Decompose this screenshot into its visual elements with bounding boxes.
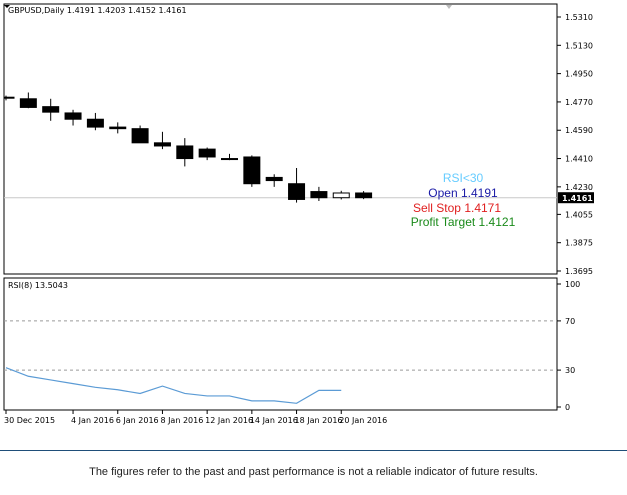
x-axis-label: 18 Jan 2016 bbox=[295, 416, 343, 425]
candle-bear bbox=[288, 183, 306, 200]
candle-bear bbox=[355, 192, 373, 199]
rsi-line bbox=[5, 367, 342, 404]
price-axis-label: 1.4770 bbox=[565, 98, 593, 107]
candle-bear bbox=[64, 112, 82, 120]
x-axis-label: 14 Jan 2016 bbox=[250, 416, 298, 425]
candle-bear bbox=[131, 128, 149, 144]
x-axis-label: 30 Dec 2015 bbox=[4, 416, 55, 425]
price-axis-label: 1.4590 bbox=[565, 126, 593, 135]
price-axis-label: 1.5130 bbox=[565, 41, 593, 50]
scroll-marker-icon bbox=[446, 5, 452, 9]
rsi-axis-label: 100 bbox=[565, 280, 580, 289]
candle-bear bbox=[19, 98, 37, 108]
candle-bear bbox=[198, 148, 216, 158]
chart-area: 1.5310 1.5130 1.4950 1.4770 1.4590 1.4410 1.42… bbox=[3, 3, 594, 425]
rsi-title: RSI(8) 13.5043 bbox=[8, 281, 68, 290]
candle-bear bbox=[153, 142, 171, 147]
price-panel-frame bbox=[3, 3, 558, 275]
rsi-axis-label: 0 bbox=[565, 403, 570, 412]
x-axis-label: 8 Jan 2016 bbox=[160, 416, 203, 425]
x-axis-label: 12 Jan 2016 bbox=[205, 416, 253, 425]
candle-bear bbox=[3, 96, 15, 99]
candle-bear bbox=[243, 156, 261, 185]
x-axis-label: 20 Jan 2016 bbox=[339, 416, 387, 425]
candle-bear bbox=[176, 145, 194, 160]
rsi-panel-frame bbox=[3, 277, 558, 411]
candle-bull bbox=[332, 192, 350, 199]
candle-bear bbox=[265, 176, 283, 182]
price-axis-label: 1.4230 bbox=[565, 183, 593, 192]
candle-bear bbox=[221, 158, 238, 161]
rsi-axis-label: 30 bbox=[565, 366, 575, 375]
current-price-tag bbox=[558, 192, 594, 204]
dropdown-icon bbox=[4, 5, 10, 8]
price-axis-label: 1.5310 bbox=[565, 13, 593, 22]
annotation-label: Profit Target 1.4121 bbox=[411, 215, 516, 229]
x-axis-label: 4 Jan 2016 bbox=[71, 416, 114, 425]
price-axis-label: 1.3695 bbox=[565, 267, 593, 276]
price-axis-label: 1.4950 bbox=[565, 70, 593, 79]
candle-bear bbox=[42, 106, 60, 113]
price-axis-label: 1.4410 bbox=[565, 155, 593, 164]
annotation-label: Open 1.4191 bbox=[428, 186, 498, 200]
annotation-label: Sell Stop 1.4171 bbox=[413, 201, 501, 215]
current-price-label: 1.4161 bbox=[562, 194, 593, 203]
chart-header: GBPUSD,Daily 1.4191 1.4203 1.4152 1.4161 bbox=[8, 6, 187, 15]
disclaimer-text: The figures refer to the past and past p… bbox=[89, 466, 538, 478]
price-axis-label: 1.4055 bbox=[565, 210, 593, 219]
rsi-axis-label: 70 bbox=[565, 317, 575, 326]
divider-rule bbox=[0, 450, 627, 451]
candle-bear bbox=[109, 126, 127, 130]
annotation-label: RSI<30 bbox=[443, 171, 484, 185]
price-axis-label: 1.3875 bbox=[565, 239, 593, 248]
candle-bear bbox=[86, 118, 104, 128]
candle-bear bbox=[310, 191, 328, 199]
x-axis-label: 6 Jan 2016 bbox=[116, 416, 159, 425]
